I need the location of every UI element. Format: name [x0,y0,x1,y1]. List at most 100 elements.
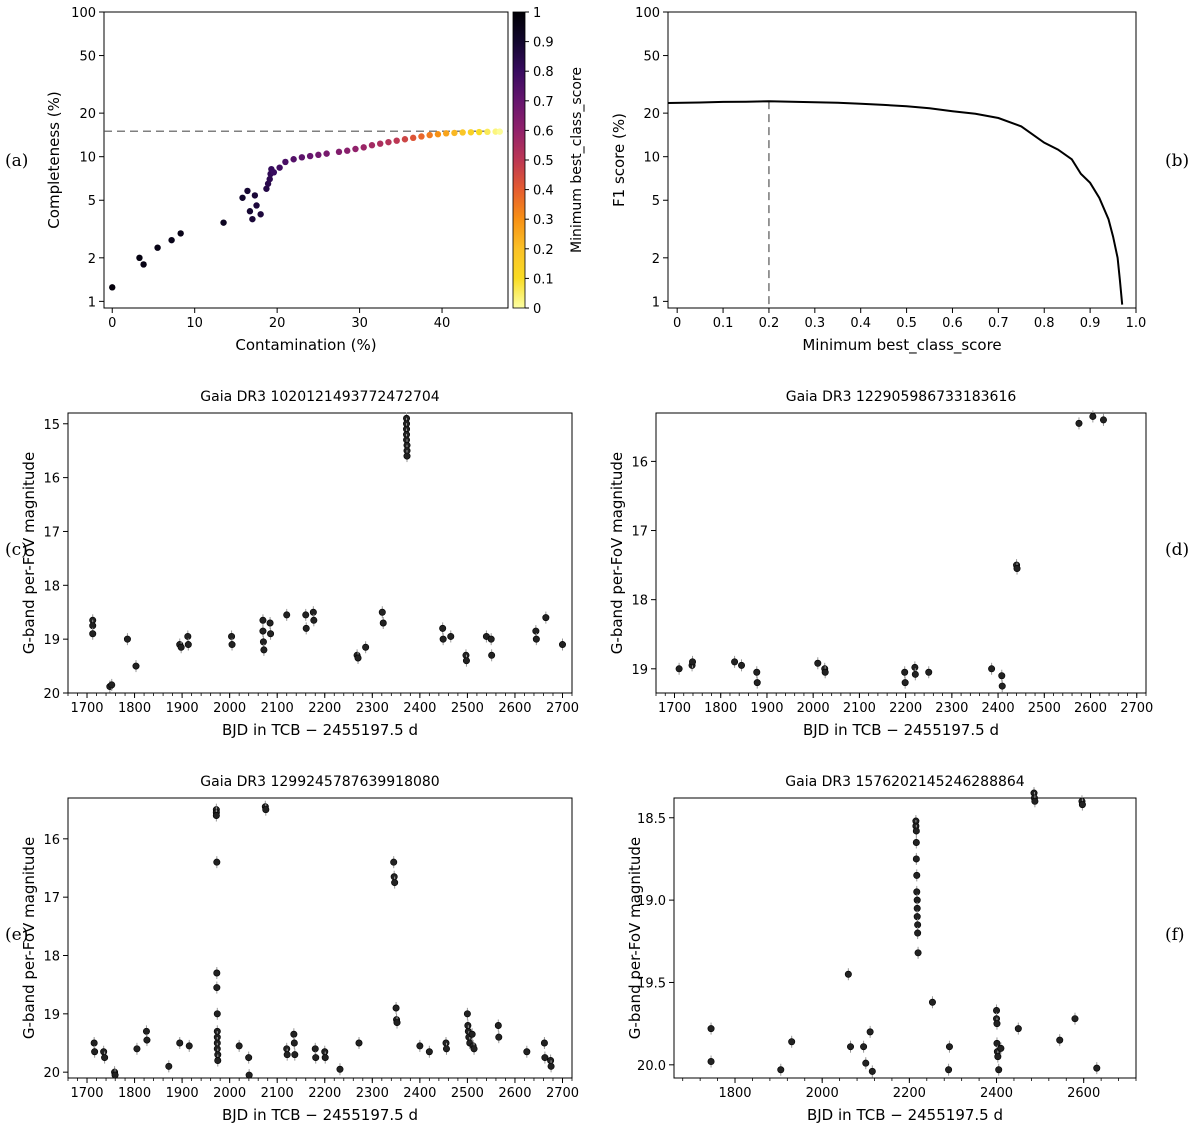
chart-b: 0 0.1 0.2 0.3 0.4 0.5 0.6 0.7 0.8 0.9 1.0 1 2 5 10 20 50… [610,6,1146,355]
x-tick-label: 0.6 [942,316,963,331]
x-tick-label: 1700 [70,701,103,716]
data-point [390,858,398,866]
y-tick-label: 20.0 [637,1059,666,1074]
data-point [844,970,852,978]
x-tick-label: 2300 [356,701,389,716]
colorbar-tick-label: 0.2 [533,243,554,258]
data-point [377,140,384,147]
plot-frame [67,797,573,1079]
data-point [911,670,919,678]
data-point [426,131,433,139]
y-tick-label: 16 [631,455,648,470]
x-tick-label: 2300 [935,701,968,716]
y-tick-label: 19.5 [637,976,666,991]
x-tick-label: 1900 [166,701,199,716]
data-point [442,130,450,137]
y-axis-label: G-band per-FoV magnitude [608,452,626,654]
x-tick-label: 1800 [718,1086,751,1101]
data-point [912,855,920,863]
data-point [89,630,97,638]
x-tick-label: 2200 [889,701,922,716]
x-tick-label: 2600 [498,701,531,716]
x-tick-label: 40 [434,316,451,331]
x-axis-label: BJD in TCB − 2455197.5 d [803,721,999,739]
y-tick-label: 17 [631,525,648,540]
data-point [168,236,175,244]
data-point [847,1043,855,1051]
data-point [994,1053,1002,1061]
data-point [707,1058,715,1066]
chart-title: Gaia DR3 122905986733183616 [786,389,1017,405]
colorbar-tick-label: 0.7 [533,95,554,110]
data-point [177,643,185,651]
x-tick-label: 10 [186,316,203,331]
data-point [249,215,256,223]
data-point [1014,1025,1022,1033]
data-point [143,1036,151,1044]
data-point [302,611,310,619]
chart-title: Gaia DR3 1576202145246288864 [785,774,1025,790]
x-tick-label: 2400 [403,1086,436,1101]
data-point [913,871,921,879]
colorbar-tick-label: 0.1 [533,272,554,287]
data-point [315,151,322,159]
x-tick-label: 2400 [982,701,1015,716]
data-point [540,1039,548,1047]
y-axis-label: G-band per-FoV magnitude [20,837,38,1039]
x-tick-label: 2100 [843,701,876,716]
data-point [228,641,236,649]
data-point [675,665,683,673]
data-point [165,1062,173,1070]
x-tick-label: 1700 [658,701,691,716]
y-axis-label: G-band per-FoV magnitude [20,452,38,654]
y-tick-label: 50 [643,50,660,65]
data-point [468,1030,476,1038]
x-tick-label: 1900 [750,701,783,716]
colorbar-tick-label: 0.4 [533,184,554,199]
data-point [484,128,491,136]
data-point [154,244,161,251]
data-point [142,1027,150,1035]
data-point [753,668,761,676]
data-point [298,154,306,161]
x-tick-label: 0.4 [850,316,871,331]
y-tick-label: 2 [652,252,660,267]
data-point [1056,1036,1064,1044]
data-point [393,137,400,144]
data-point [997,1044,1005,1052]
data-point [259,627,267,635]
data-point [360,144,367,151]
data-point [753,679,761,687]
panel-label-d: (d) [1165,540,1189,560]
data-point [868,1067,876,1075]
x-tick-label: 2600 [1074,701,1107,716]
data-point [496,128,503,135]
y-tick-label: 5 [88,194,96,209]
data-point [276,164,283,171]
data-point [995,1066,1003,1074]
data-point [945,1043,953,1051]
x-tick-label: 2000 [806,1086,839,1101]
data-point [214,1057,222,1065]
data-point [439,624,447,632]
data-point [475,128,483,136]
chart-e: 1700 1800 1900 2000 2100 2200 2300 2400 2500 2600… [20,774,579,1124]
x-tick-label: 2600 [498,1086,531,1101]
x-tick-label: 2400 [403,701,436,716]
data-point [283,611,291,619]
data-point [266,175,273,183]
data-point [494,1021,502,1029]
data-point [425,1048,433,1056]
x-tick-label: 1800 [118,1086,151,1101]
data-point [416,1042,424,1050]
data-point [439,635,447,643]
data-point [239,194,246,201]
x-tick-label: 0.9 [1080,316,1101,331]
data-point [862,1059,870,1067]
data-point [132,662,140,670]
x-axis-label: Contamination (%) [235,336,376,354]
data-point [184,641,192,649]
x-tick-label: 2100 [261,1086,294,1101]
data-point [283,1051,291,1059]
data-point [213,858,221,866]
